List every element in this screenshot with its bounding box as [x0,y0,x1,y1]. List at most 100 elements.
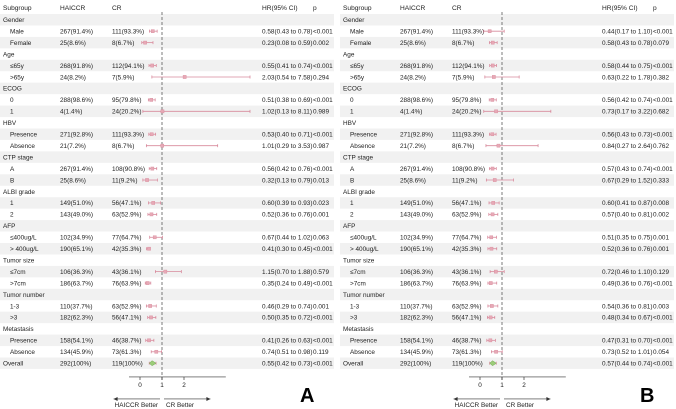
row-stripe [0,357,334,369]
haiccr-count: 110(37.7%) [60,303,93,310]
column-header-hr: HR(95% CI) [262,5,298,12]
subgroup-label: B [350,177,354,184]
subgroup-label: ≤7cm [10,269,26,276]
hazard-ratio-box [488,315,493,320]
row-stripe [340,36,674,49]
p-value: <0.001 [653,338,673,345]
haiccr-count: 268(91.8%) [400,63,433,70]
cr-count: 63(52.9%) [452,212,482,219]
hazard-ratio-box [160,143,165,148]
hazard-ratio-ci: 0.50(0.35 to 0.72) [262,315,312,322]
hazard-ratio-ci: 0.57(0.44 to 0.74) [602,361,652,368]
column-header-hr: HR(95% CI) [602,5,638,12]
cr-count: 111(93.3%) [112,28,144,35]
hazard-ratio-box [149,132,154,137]
subgroup-label: >7cm [350,280,366,287]
column-header-cr: CR [452,5,462,12]
cr-count: 24(20.2%) [112,109,142,116]
subgroup-label: Male [350,28,364,35]
hazard-ratio-box [147,338,151,343]
row-stripe [0,243,334,255]
hazard-ratio-ci: 1.15(0.70 to 1.88) [262,269,312,276]
haiccr-count: 158(54.1%) [60,338,93,345]
subgroup-header: AFP [3,223,15,230]
hazard-ratio-ci: 0.52(0.36 to 0.76) [602,246,652,253]
cr-count: 119(100%) [452,361,483,368]
cr-count: 43(36.1%) [112,269,142,276]
cr-count: 77(64.7%) [452,235,482,242]
row-stripe [340,357,674,369]
p-value: <0.001 [653,315,673,322]
p-value: <0.001 [313,63,333,70]
hazard-ratio-ci: 0.32(0.13 to 0.79) [262,177,312,184]
subgroup-label: Male [10,28,24,35]
haiccr-count: 158(54.1%) [400,338,433,345]
subgroup-label: 1-3 [350,303,360,310]
x-tick-label: 0 [138,382,142,389]
cr-count: 7(5.9%) [112,74,134,81]
cr-count: 95(79.8%) [452,97,482,104]
p-value: <0.001 [313,338,333,345]
p-value: 0.987 [313,143,329,150]
subgroup-header: ECOG [3,86,22,93]
haiccr-count: 288(98.6%) [400,97,433,104]
hazard-ratio-ci: 0.47(0.31 to 0.70) [602,338,652,345]
subgroup-label: ≤65y [350,63,365,70]
subgroup-label: ≤400ug/L [350,235,377,242]
subgroup-header: Tumor size [3,257,35,264]
hazard-ratio-box [150,166,155,171]
cr-count: 95(79.8%) [112,97,142,104]
haiccr-count: 149(51.0%) [60,200,93,207]
p-value: 0.333 [653,177,669,184]
haiccr-count: 292(100%) [60,361,91,368]
p-value: 0.001 [653,235,669,242]
p-value: 0.579 [313,269,329,276]
haiccr-count: 149(51.0%) [400,200,433,207]
hazard-ratio-ci: 0.55(0.41 to 0.74) [262,63,312,70]
haiccr-count: 134(45.9%) [400,349,433,356]
favours-left-label: HAICCR Better [115,402,159,409]
hazard-ratio-ci: 0.57(0.40 to 0.81) [602,212,652,219]
haiccr-count: 102(34.9%) [60,235,93,242]
hazard-ratio-box [182,75,187,79]
hazard-ratio-ci: 0.44(0.17 to 1.10) [602,28,652,35]
haiccr-count: 267(91.4%) [400,166,433,173]
cr-count: 11(9.2%) [112,177,137,184]
subgroup-label: 1 [10,109,14,116]
hazard-ratio-box [145,178,149,182]
p-value: <0.001 [653,63,673,70]
hazard-ratio-box [490,40,495,45]
row-stripe [0,59,334,72]
hazard-ratio-ci: 0.53(0.40 to 0.71) [262,132,312,139]
hazard-ratio-box [160,109,165,114]
cr-count: 108(90.8%) [112,166,145,173]
hazard-ratio-box [149,212,154,217]
haiccr-count: 134(45.9%) [60,349,93,356]
subgroup-label: Presence [350,338,377,345]
hazard-ratio-ci: 0.23(0.08 to 0.59) [262,40,312,47]
p-value: 0.762 [653,143,669,150]
haiccr-count: 106(36.3%) [400,269,433,276]
haiccr-count: 143(49.0%) [400,212,433,219]
p-value: 0.054 [653,349,669,356]
subgroup-label: Presence [10,338,37,345]
haiccr-count: 106(36.3%) [60,269,93,276]
hazard-ratio-ci: 0.58(0.43 to 0.78) [602,40,652,47]
haiccr-count: 271(92.8%) [400,132,433,139]
subgroup-header: CTP stage [343,154,374,161]
row-stripe [0,311,334,324]
row-stripe [340,220,674,232]
p-value: 0.682 [653,109,669,116]
cr-count: 56(47.1%) [112,200,142,207]
cr-count: 56(47.1%) [452,315,482,322]
subgroup-label: ≤65y [10,63,25,70]
forest-panel-a: Subgroup HAICCR CR HR(95% CI) p Gender Male 267… [0,5,334,409]
hazard-ratio-ci: 0.84(0.27 to 2.64) [602,143,652,150]
subgroup-label: 1 [10,200,14,207]
hazard-ratio-ci: 0.74(0.51 to 0.98) [262,349,312,356]
cr-count: 42(35.3%) [112,246,142,253]
p-value: 0.079 [653,40,669,47]
p-value: <0.001 [653,97,673,104]
haiccr-count: 271(92.8%) [60,132,93,139]
hazard-ratio-box [152,235,157,240]
